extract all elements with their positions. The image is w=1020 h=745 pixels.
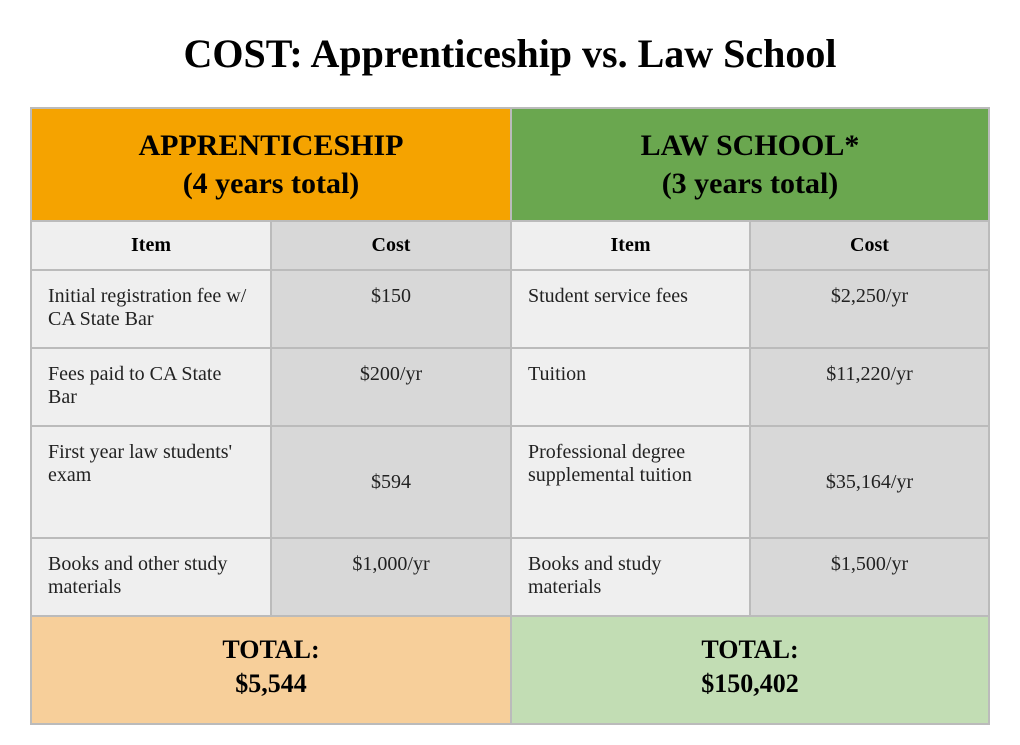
lawschool-header: LAW SCHOOL* (3 years total): [510, 109, 988, 222]
table-row: Student service fees $2,250/yr: [510, 271, 988, 349]
total-label: TOTAL:: [222, 635, 319, 664]
item-cell: Student service fees: [510, 271, 749, 347]
table-row: Initial registration fee w/ CA State Bar…: [32, 271, 510, 349]
table-row: Tuition $11,220/yr: [510, 349, 988, 427]
cost-cell: $150: [270, 271, 510, 347]
apprenticeship-header: APPRENTICESHIP (4 years total): [32, 109, 510, 222]
item-cell: Fees paid to CA State Bar: [32, 349, 270, 425]
cost-cell: $594: [270, 427, 510, 537]
page-title: COST: Apprenticeship vs. Law School: [30, 30, 990, 77]
comparison-table: APPRENTICESHIP (4 years total) Item Cost…: [30, 107, 990, 725]
total-label: TOTAL:: [701, 635, 798, 664]
subheader-row: Item Cost: [510, 222, 988, 271]
subhead-cost: Cost: [270, 222, 510, 269]
cost-cell: $11,220/yr: [749, 349, 988, 425]
cost-cell: $1,000/yr: [270, 539, 510, 615]
header-line2: (4 years total): [183, 167, 360, 200]
subhead-item: Item: [510, 222, 749, 269]
cost-cell: $35,164/yr: [749, 427, 988, 537]
header-line1: APPRENTICESHIP: [138, 129, 403, 162]
subhead-item: Item: [32, 222, 270, 269]
total-value: $5,544: [235, 669, 307, 698]
item-cell: First year law students' exam: [32, 427, 270, 537]
lawschool-column: LAW SCHOOL* (3 years total) Item Cost St…: [510, 109, 988, 723]
cost-cell: $2,250/yr: [749, 271, 988, 347]
total-value: $150,402: [701, 669, 799, 698]
table-row: Books and study materials $1,500/yr: [510, 539, 988, 617]
header-line1: LAW SCHOOL*: [641, 129, 860, 162]
cost-cell: $1,500/yr: [749, 539, 988, 615]
lawschool-total: TOTAL: $150,402: [510, 617, 988, 723]
apprenticeship-total: TOTAL: $5,544: [32, 617, 510, 723]
item-cell: Books and study materials: [510, 539, 749, 615]
subhead-cost: Cost: [749, 222, 988, 269]
table-row: First year law students' exam $594: [32, 427, 510, 539]
table-row: Fees paid to CA State Bar $200/yr: [32, 349, 510, 427]
table-row: Professional degree supplemental tuition…: [510, 427, 988, 539]
item-cell: Tuition: [510, 349, 749, 425]
item-cell: Initial registration fee w/ CA State Bar: [32, 271, 270, 347]
header-line2: (3 years total): [662, 167, 839, 200]
subheader-row: Item Cost: [32, 222, 510, 271]
item-cell: Professional degree supplemental tuition: [510, 427, 749, 537]
item-cell: Books and other study materials: [32, 539, 270, 615]
cost-cell: $200/yr: [270, 349, 510, 425]
table-row: Books and other study materials $1,000/y…: [32, 539, 510, 617]
apprenticeship-column: APPRENTICESHIP (4 years total) Item Cost…: [32, 109, 510, 723]
